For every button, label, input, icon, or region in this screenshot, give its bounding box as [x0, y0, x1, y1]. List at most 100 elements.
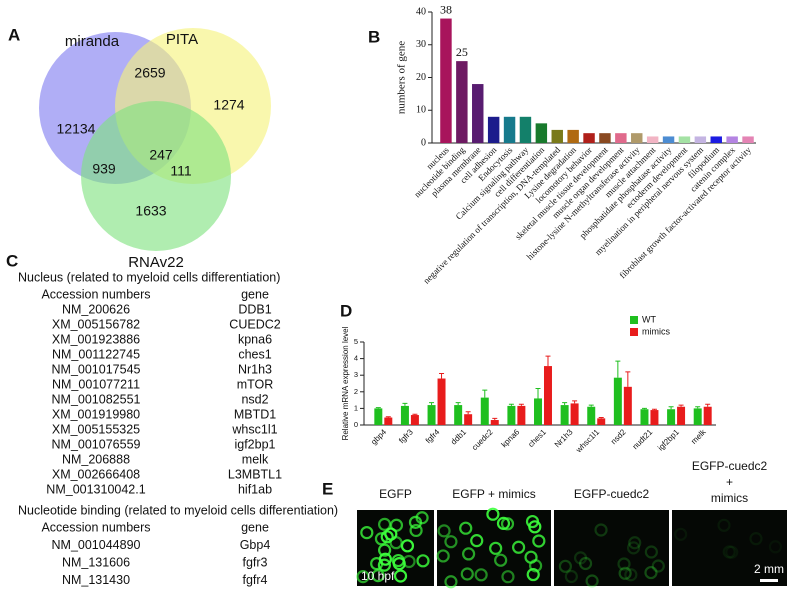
error-bar [705, 403, 711, 407]
legend-swatch [630, 316, 638, 324]
bar [517, 405, 526, 425]
embryo [564, 569, 578, 584]
accession: NM_001082551 [52, 392, 141, 406]
error-bar [668, 406, 674, 410]
error-bar [439, 373, 445, 379]
gene: igf2bp1 [234, 437, 275, 451]
embryo [725, 545, 739, 559]
embryo [378, 543, 392, 557]
y-tick-label: 10 [416, 105, 426, 116]
gene: L3MBTL1 [228, 467, 282, 481]
venn-set-label: RNAv22 [128, 254, 184, 271]
bar [615, 133, 627, 143]
error-bar [492, 417, 498, 421]
gene: Nr1h3 [238, 362, 272, 376]
scale-bar [760, 579, 778, 582]
bar [456, 61, 468, 143]
embryo [624, 568, 638, 582]
embryo [360, 525, 374, 540]
error-bar [455, 402, 461, 406]
x-tick-label: nsd2 [609, 427, 628, 446]
stage-label: 10 hpf [361, 569, 395, 583]
accession: NM_001017545 [52, 362, 141, 376]
micrograph [554, 510, 669, 586]
bar [535, 123, 548, 143]
embryo [749, 532, 763, 546]
error-bar [412, 413, 418, 416]
bar [560, 405, 569, 425]
bar [693, 408, 702, 425]
y-tick-label: 3 [354, 370, 358, 379]
x-tick-label: gbp4 [369, 427, 388, 446]
accession: NM_131430 [62, 573, 130, 587]
y-axis-title: numbers of gene [396, 41, 408, 114]
bar [384, 417, 393, 425]
accession: XM_002666408 [52, 467, 140, 481]
embryo [462, 547, 476, 561]
embryo [409, 523, 423, 538]
bar [613, 377, 622, 425]
venn-set-label: miranda [65, 33, 120, 50]
venn-count: 2659 [134, 65, 165, 81]
column-header: gene [241, 520, 269, 534]
embryo [378, 552, 392, 566]
bar [677, 406, 686, 425]
embryo [400, 539, 415, 553]
gene: mTOR [237, 377, 274, 391]
embryo [474, 568, 488, 582]
bar [703, 406, 712, 425]
embryo [626, 541, 641, 555]
accession: NM_001310042.1 [46, 482, 145, 496]
y-tick-label: 20 [416, 72, 426, 83]
panel-letter: B [368, 27, 380, 46]
gene: hif1ab [238, 482, 272, 496]
embryo [436, 549, 450, 563]
accession: XM_001919980 [52, 407, 140, 421]
accession: NM_001076559 [52, 437, 141, 451]
error-bar [429, 402, 435, 406]
y-tick-label: 30 [416, 39, 426, 50]
accession: NM_200626 [62, 302, 130, 316]
scale-label: 2 mm [754, 562, 784, 576]
image-label: + [726, 475, 733, 489]
error-bar [518, 403, 524, 406]
image-label: EGFP-cuedc2 [574, 487, 650, 501]
bar [437, 378, 446, 425]
error-bar [402, 402, 408, 406]
embryo [558, 559, 572, 573]
embryo [374, 532, 389, 546]
embryo [526, 567, 540, 582]
embryo [489, 541, 503, 555]
panel-letter: A [8, 25, 20, 44]
embryo [356, 570, 370, 584]
gene: DDB1 [238, 302, 271, 316]
bar [599, 133, 611, 143]
bar [662, 136, 675, 143]
embryo [618, 566, 632, 580]
panel-letter: E [322, 479, 333, 498]
y-tick-label: 0 [354, 420, 358, 429]
bar [507, 405, 516, 425]
bar [374, 408, 383, 425]
gene: nsd2 [241, 392, 268, 406]
embryo [651, 559, 665, 573]
x-tick-label: Nr1h3 [553, 427, 575, 449]
bar [472, 84, 484, 143]
embryo [528, 520, 542, 534]
embryo [594, 523, 608, 537]
bar [410, 415, 419, 425]
image-label: EGFP-cuedc2 [692, 459, 768, 473]
embryo [617, 557, 631, 571]
y-tick-label: 5 [354, 337, 358, 346]
bar [503, 116, 516, 143]
venn-set-label: PITA [166, 31, 198, 48]
error-bar [615, 360, 621, 378]
image-label: mimics [711, 491, 748, 505]
accession: NM_001044890 [52, 538, 141, 552]
embryo [392, 556, 406, 571]
embryo [460, 567, 474, 581]
y-tick-label: 0 [421, 137, 426, 148]
embryo [511, 540, 526, 554]
bar [587, 406, 596, 425]
error-bar [562, 402, 568, 406]
